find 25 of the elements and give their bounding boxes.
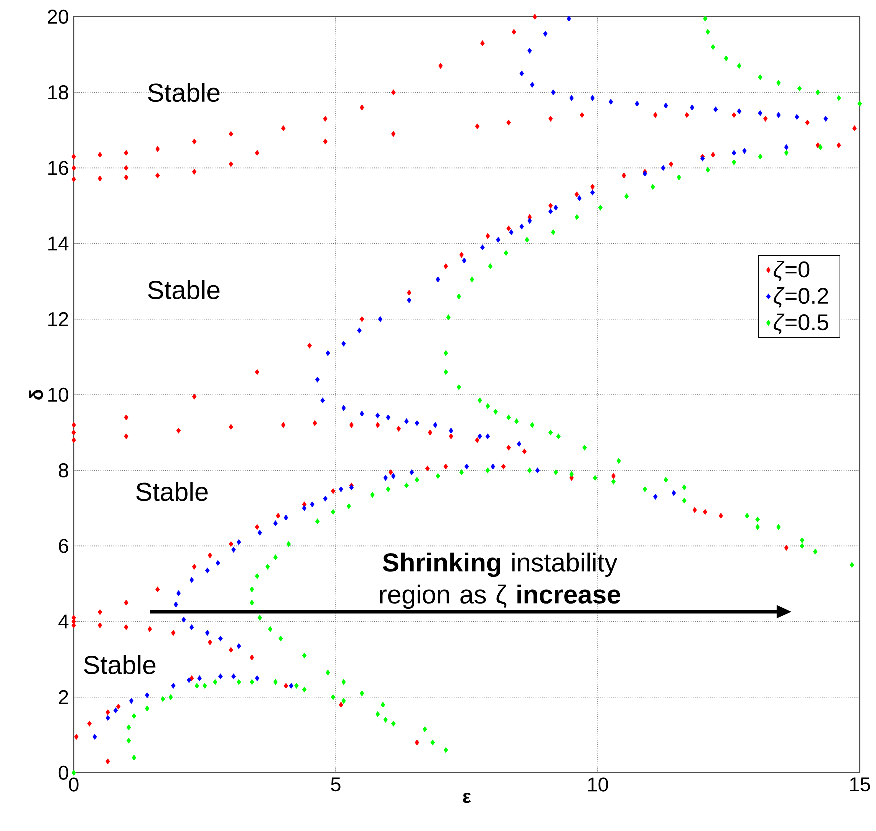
x-tick-label: 0 (69, 778, 79, 792)
legend-label: ζ=0.2 (774, 288, 828, 308)
x-tick-label: 10 (588, 778, 608, 792)
y-tick-label: 4 (58, 614, 69, 629)
legend-label: ζ=0.5 (774, 314, 828, 334)
y-tick-label: 16 (48, 161, 68, 176)
y-tick-label: 18 (48, 86, 68, 100)
y-tick-label: 8 (59, 464, 68, 478)
x-tick-label: 15 (850, 778, 870, 792)
annotation: Stable (148, 280, 220, 300)
y-tick-label: 6 (59, 539, 68, 554)
y-tick-label: 2 (59, 690, 68, 704)
annotation: Stable (84, 655, 156, 674)
y-tick-label: 20 (48, 10, 68, 24)
legend-label: ζ=0 (774, 261, 810, 282)
y-tick-label: 10 (48, 388, 68, 402)
y-tick-label: 12 (48, 312, 68, 326)
x-tick-label: 5 (331, 778, 341, 792)
y-tick-label: 0 (58, 766, 68, 780)
x-axis-title: ε (463, 792, 472, 804)
annotation: Stable (148, 83, 220, 102)
annotation: Stable (136, 482, 208, 502)
y-axis-title: δ (30, 390, 44, 400)
y-tick-label: 14 (48, 236, 69, 251)
annotation: Shrinking instability region as ζ increase (380, 552, 620, 610)
